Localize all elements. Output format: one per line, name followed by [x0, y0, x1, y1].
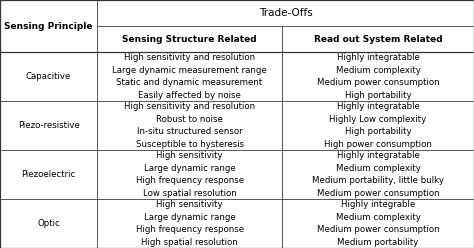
Text: High sensitivity and resolution
Large dynamic measurement range
Static and dynam: High sensitivity and resolution Large dy… — [112, 53, 267, 100]
Text: Highly integratable
Medium complexity
Medium portability, little bulky
Medium po: Highly integratable Medium complexity Me… — [312, 151, 444, 198]
Text: High sensitivity
Large dynamic range
High frequency response
Low spatial resolut: High sensitivity Large dynamic range Hig… — [136, 151, 244, 198]
Text: Highly integratable
Medium complexity
Medium power consumption
High portability: Highly integratable Medium complexity Me… — [317, 53, 439, 100]
Text: High sensitivity and resolution
Robust to noise
In-situ structured sensor
Suscep: High sensitivity and resolution Robust t… — [124, 102, 255, 149]
Text: Highly integrable
Medium complexity
Medium power consumption
Medium portability: Highly integrable Medium complexity Medi… — [317, 200, 439, 247]
Text: Highly integratable
Highly Low complexity
High portability
High power consumptio: Highly integratable Highly Low complexit… — [324, 102, 432, 149]
Text: Sensing Principle: Sensing Principle — [4, 22, 93, 31]
Text: Trade-Offs: Trade-Offs — [259, 8, 312, 18]
Text: Optic: Optic — [37, 219, 60, 228]
Text: Capacitive: Capacitive — [26, 72, 71, 81]
Text: Sensing Structure Related: Sensing Structure Related — [122, 34, 257, 44]
Text: Piezoelectric: Piezoelectric — [21, 170, 76, 179]
Text: Piezo-resistive: Piezo-resistive — [18, 121, 80, 130]
Text: Read out System Related: Read out System Related — [314, 34, 442, 44]
Text: High sensitivity
Large dynamic range
High frequency response
High spatial resolu: High sensitivity Large dynamic range Hig… — [136, 200, 244, 247]
